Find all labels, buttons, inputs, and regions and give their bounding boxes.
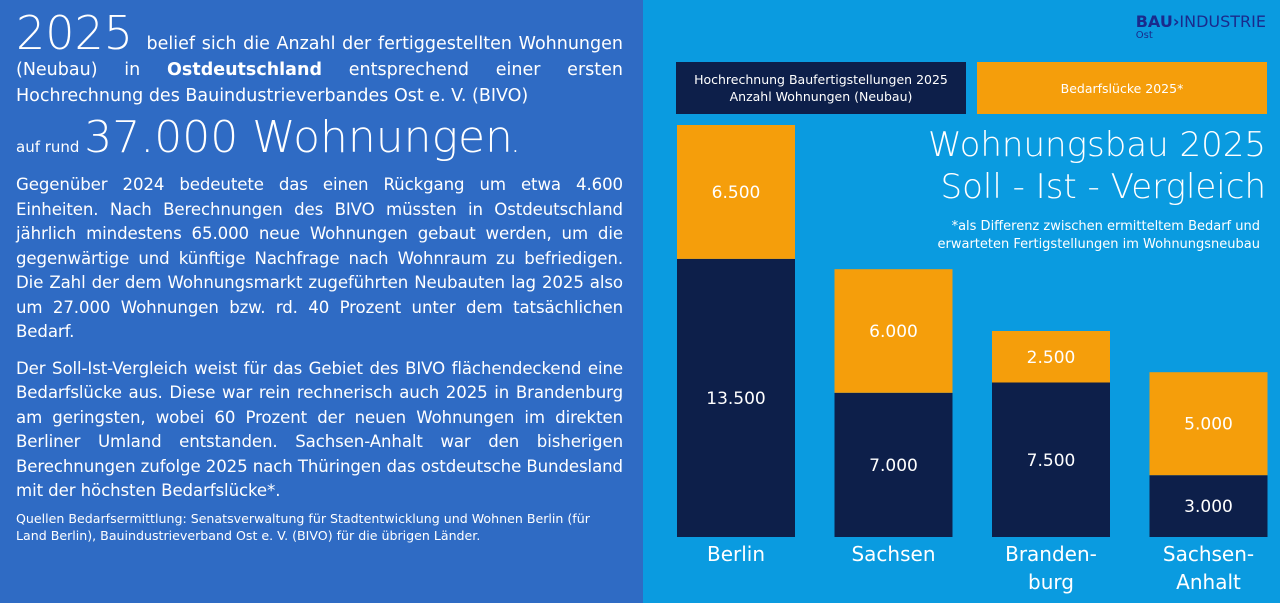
bar-chart: 13.500 6.500 Berlin 7.000 6.000 Sachsen 7.500 2…	[677, 125, 1268, 594]
year-highlight: 2025	[16, 6, 134, 60]
legend-label: Bedarfslücke 2025*	[1060, 80, 1184, 96]
source-note: Quellen Bedarfsermittlung: Senatsverwalt…	[16, 510, 590, 543]
bar-fertigstellungen	[1149, 475, 1268, 537]
title: Wohnungsbau 2025	[927, 125, 1266, 165]
bar-fertigstellungen	[834, 392, 953, 537]
legend-label: Hochrechnung Baufertigstellungen 2025 An…	[694, 72, 948, 104]
text-panel: 2025 belief sich die Anzahl der fertigge…	[0, 0, 643, 603]
bar-bedarfsluecke	[992, 331, 1110, 383]
bar-fertigstellungen	[677, 258, 795, 537]
auf-rund: auf rund	[16, 138, 80, 156]
data-label: 3.000	[1184, 497, 1233, 517]
category-label: Branden-	[1005, 542, 1097, 566]
data-label: 7.500	[1027, 451, 1076, 471]
chart-note: *als Differenz zwischen ermitteltem Beda…	[937, 219, 1260, 252]
data-label: 13.500	[706, 389, 765, 409]
category-label: burg	[1028, 570, 1074, 594]
bar-bedarfsluecke	[677, 125, 795, 259]
logo-industrie: INDUSTRIE	[1179, 12, 1266, 31]
logo-bau: BAU	[1135, 12, 1173, 31]
category-label: Sachsen-	[1163, 542, 1254, 566]
legend-fertigstellungen: Hochrechnung Baufertigstellungen 2025 An…	[676, 62, 966, 114]
data-label: 5.000	[1184, 415, 1233, 435]
intro-text: 2025 belief sich die Anzahl der fertigge…	[16, 10, 623, 109]
intro-part: entsprechend einer ersten Hochrechnung d…	[16, 60, 623, 106]
legend-bedarfsluecke: Bedarfslücke 2025*	[977, 62, 1267, 114]
subtitle: Soll - Ist - Vergleich	[940, 167, 1267, 207]
logo-ost: Ost	[1135, 30, 1153, 41]
category-label: Anhalt	[1176, 570, 1241, 594]
bar-fertigstellungen	[992, 382, 1110, 537]
period: .	[512, 138, 518, 156]
paragraph-1: Gegenüber 2024 bedeutete das einen Rückg…	[16, 175, 623, 341]
intro-part: belief sich die Anzahl der fertiggestell…	[16, 34, 623, 80]
logo: BAU›INDUSTRIE Ost	[1136, 12, 1266, 41]
data-label: 2.500	[1027, 348, 1076, 368]
region-highlight: Ostdeutschland	[167, 60, 322, 80]
chart-title: Wohnungsbau 2025 Soll - Ist - Vergleich	[928, 124, 1266, 208]
category-label: Berlin	[707, 542, 765, 566]
data-label: 6.500	[712, 183, 761, 203]
chart-panel: BAU›INDUSTRIE Ost Hochrechnung Baufertigs…	[643, 0, 1280, 603]
data-label: 7.000	[869, 456, 918, 476]
headline-number: 37.000 Wohnungen	[84, 112, 513, 163]
bar-bedarfsluecke	[1149, 372, 1268, 476]
paragraph-2: Der Soll-Ist-Vergleich weist für das Geb…	[16, 358, 623, 501]
logo-arrow: ›	[1172, 12, 1180, 31]
headline-line: auf rund 37.000 Wohnungen.	[16, 115, 623, 161]
data-label: 6.000	[869, 322, 918, 342]
category-label: Sachsen	[851, 542, 935, 566]
bar-bedarfsluecke	[834, 269, 953, 393]
